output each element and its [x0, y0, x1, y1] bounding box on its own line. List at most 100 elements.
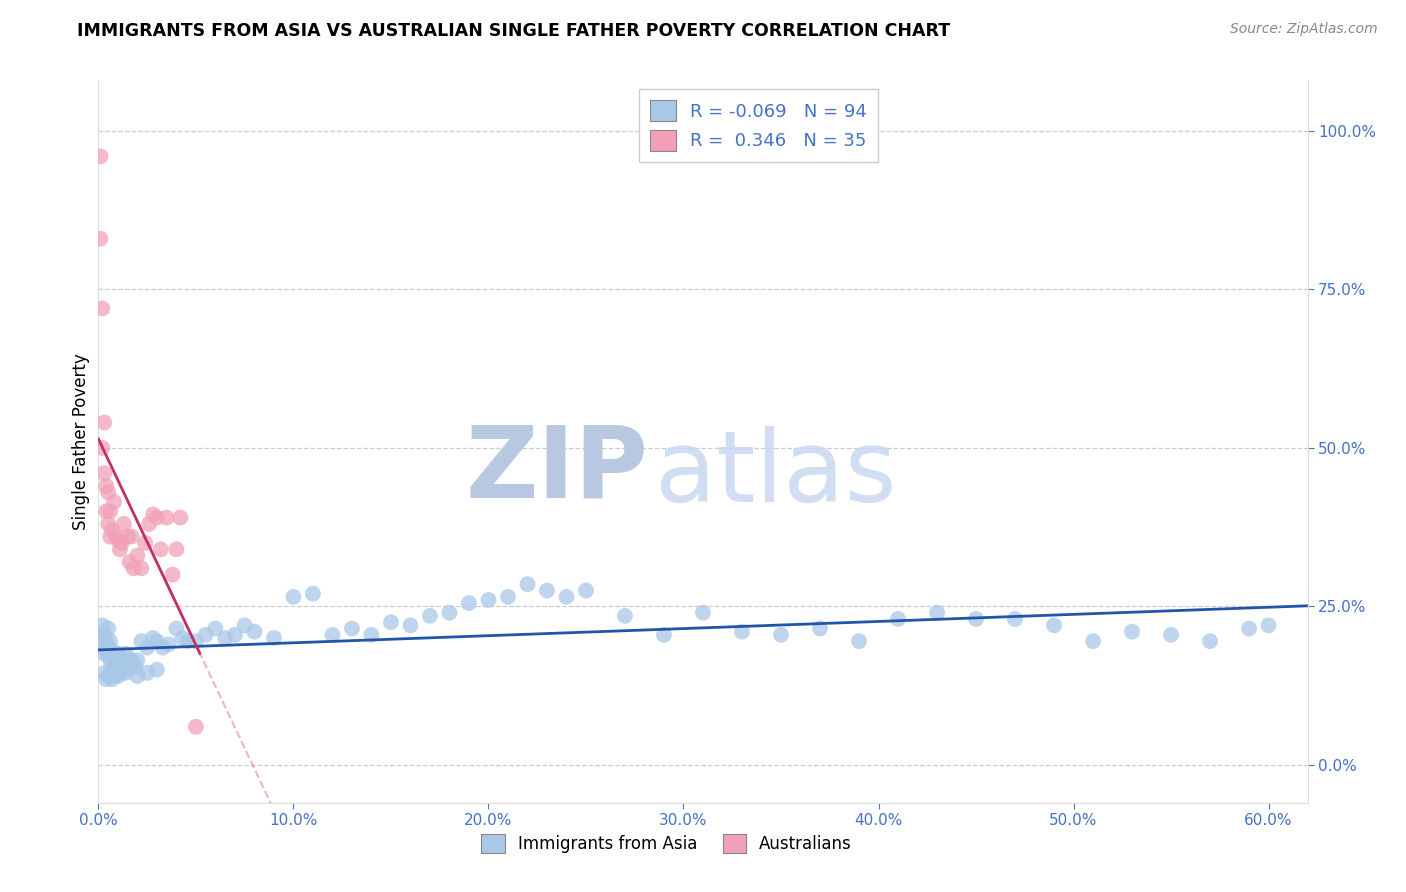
Point: [134, 536, 156, 550]
Point: [118, 653, 141, 667]
Point: [1121, 624, 1143, 639]
Text: atlas: atlas: [655, 425, 896, 523]
Point: [283, 590, 305, 604]
Point: [887, 612, 910, 626]
Point: [98, 643, 121, 657]
Point: [93, 665, 115, 680]
Point: [925, 606, 948, 620]
Point: [1237, 622, 1260, 636]
Point: [114, 647, 136, 661]
Point: [184, 634, 207, 648]
Point: [1004, 612, 1026, 626]
Point: [89, 149, 111, 163]
Point: [111, 659, 134, 673]
Point: [101, 672, 124, 686]
Point: [439, 606, 461, 620]
Point: [127, 549, 149, 563]
Point: [172, 631, 194, 645]
Point: [101, 523, 124, 537]
Point: [91, 301, 114, 316]
Point: [107, 669, 129, 683]
Point: [1199, 634, 1222, 648]
Point: [93, 628, 115, 642]
Point: [204, 622, 226, 636]
Point: [162, 567, 184, 582]
Point: [97, 640, 120, 655]
Point: [965, 612, 987, 626]
Point: [96, 643, 118, 657]
Point: [458, 596, 481, 610]
Point: [93, 467, 115, 481]
Point: [808, 622, 831, 636]
Point: [496, 590, 519, 604]
Point: [98, 634, 121, 648]
Point: [321, 628, 343, 642]
Point: [98, 665, 121, 680]
Point: [124, 659, 146, 673]
Point: [93, 647, 115, 661]
Point: [98, 653, 121, 667]
Point: [93, 416, 115, 430]
Point: [652, 628, 675, 642]
Point: [146, 634, 169, 648]
Point: [131, 561, 153, 575]
Point: [101, 653, 124, 667]
Point: [136, 640, 159, 655]
Point: [112, 653, 135, 667]
Point: [96, 634, 118, 648]
Point: [184, 720, 207, 734]
Point: [98, 530, 121, 544]
Point: [536, 583, 558, 598]
Point: [769, 628, 792, 642]
Point: [380, 615, 402, 630]
Point: [97, 516, 120, 531]
Point: [848, 634, 870, 648]
Point: [122, 561, 145, 575]
Point: [302, 587, 325, 601]
Point: [1043, 618, 1066, 632]
Point: [118, 555, 141, 569]
Point: [156, 510, 179, 524]
Point: [111, 536, 134, 550]
Point: [114, 665, 136, 680]
Point: [149, 542, 172, 557]
Point: [131, 634, 153, 648]
Point: [103, 659, 125, 673]
Point: [111, 665, 134, 680]
Point: [142, 508, 165, 522]
Point: [122, 657, 145, 671]
Point: [121, 530, 143, 544]
Point: [91, 637, 114, 651]
Point: [121, 653, 143, 667]
Point: [419, 608, 441, 623]
Point: [101, 643, 124, 657]
Text: Source: ZipAtlas.com: Source: ZipAtlas.com: [1230, 22, 1378, 37]
Point: [89, 232, 111, 246]
Legend: Immigrants from Asia, Australians: Immigrants from Asia, Australians: [475, 827, 859, 860]
Point: [107, 647, 129, 661]
Point: [165, 542, 187, 557]
Point: [360, 628, 382, 642]
Y-axis label: Single Father Poverty: Single Father Poverty: [72, 353, 90, 530]
Point: [477, 593, 499, 607]
Point: [96, 504, 118, 518]
Point: [117, 530, 139, 544]
Point: [112, 516, 135, 531]
Point: [107, 533, 129, 547]
Point: [104, 665, 127, 680]
Point: [516, 577, 538, 591]
Point: [1257, 618, 1279, 632]
Point: [117, 659, 139, 673]
Point: [138, 516, 160, 531]
Point: [127, 653, 149, 667]
Point: [152, 640, 174, 655]
Point: [104, 657, 127, 671]
Point: [169, 510, 191, 524]
Point: [96, 672, 118, 686]
Point: [224, 628, 246, 642]
Point: [731, 624, 754, 639]
Point: [146, 663, 169, 677]
Point: [555, 590, 578, 604]
Point: [97, 485, 120, 500]
Point: [177, 634, 200, 648]
